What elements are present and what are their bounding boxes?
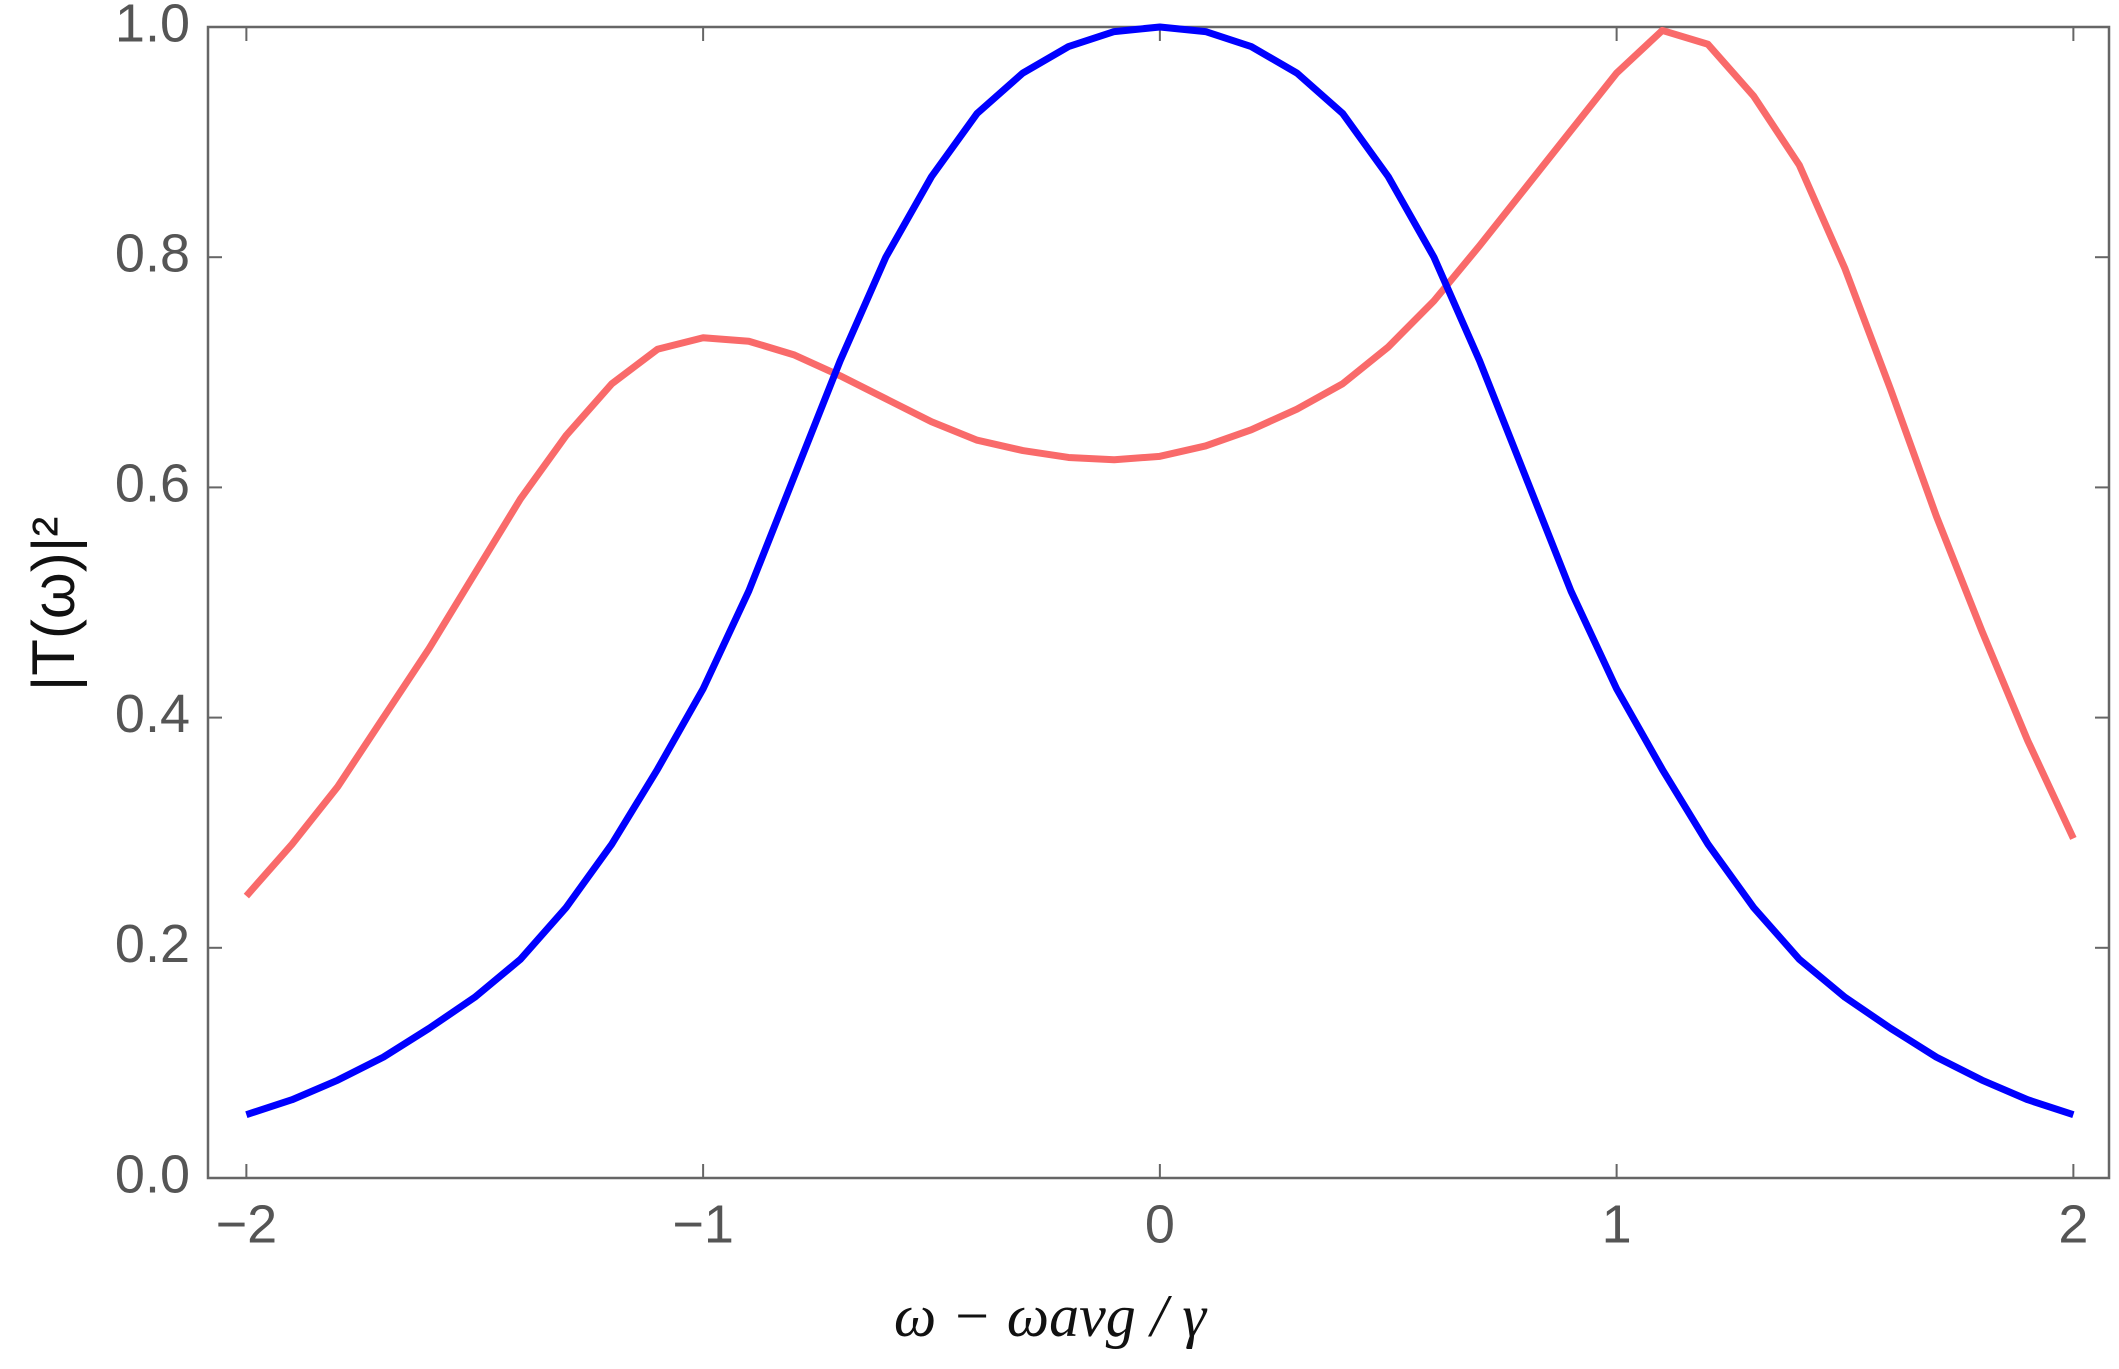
line-series <box>243 26 2077 899</box>
plot-frame <box>206 25 2111 1180</box>
y-axis-label: |T(ω)|² <box>20 517 87 692</box>
y-tick-label: 1.0 <box>115 0 190 53</box>
x-axis-label: ω − ωavg / γ <box>894 1283 1208 1349</box>
y-tick-label: 0.8 <box>115 223 190 283</box>
x-tick-label: 2 <box>2058 1194 2088 1254</box>
x-tick-label: −1 <box>672 1194 734 1254</box>
x-tick-label: 0 <box>1145 1194 1175 1254</box>
line-series <box>245 23 2075 1119</box>
y-tick-label: 0.2 <box>115 914 190 974</box>
x-tick-label: 1 <box>1602 1194 1632 1254</box>
y-tick-label: 0.4 <box>115 684 190 744</box>
y-tick-label: 0.6 <box>115 454 190 514</box>
x-tick-label: −2 <box>216 1194 278 1254</box>
y-tick-label: 0.0 <box>115 1144 190 1204</box>
